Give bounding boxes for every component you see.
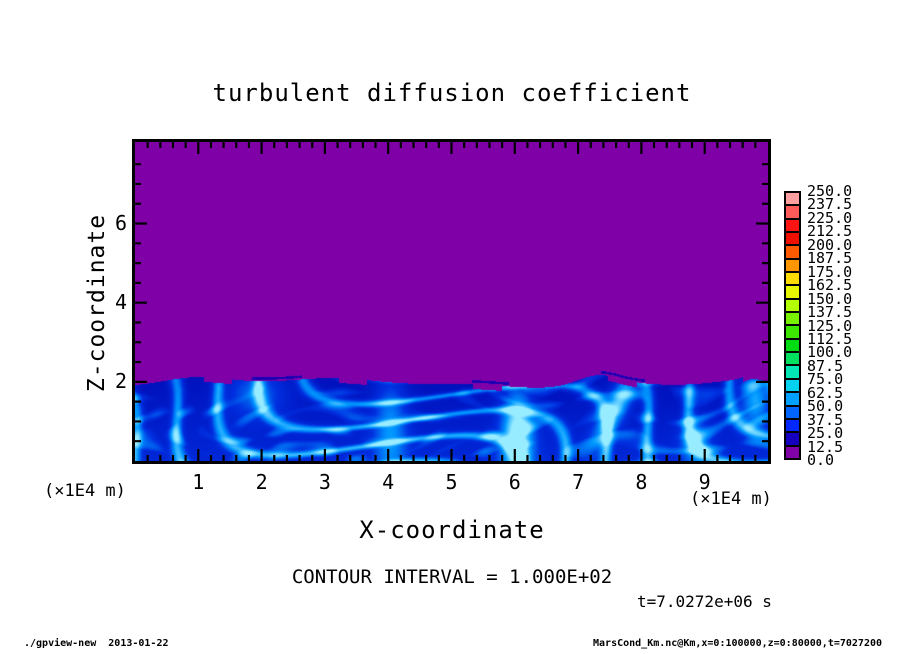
colorbar-cell (786, 393, 799, 407)
colorbar-tick-label: 150.0 (807, 289, 853, 308)
chart-title: turbulent diffusion coefficient (212, 79, 692, 107)
colorbar-tick-label: 37.5 (807, 410, 844, 429)
colorbar-cell (786, 379, 799, 394)
colorbar-tick-label: 137.5 (807, 303, 853, 322)
y-tick-label: 4 (114, 289, 127, 314)
x-axis-label: X-coordinate (359, 516, 545, 544)
colorbar-cell (786, 206, 799, 220)
colorbar-cell (786, 353, 799, 367)
x-tick-label: 4 (382, 470, 395, 494)
x-tick-label: 5 (445, 470, 458, 494)
x-tick-label: 1 (192, 470, 205, 494)
colorbar-cell (786, 313, 799, 327)
colorbar-cell (786, 366, 799, 380)
colorbar-tick-label: 187.5 (807, 249, 853, 268)
x-tick-label: 6 (508, 470, 521, 494)
y-tick-label: 2 (114, 368, 127, 393)
x-tick-label: 9 (698, 470, 711, 494)
y-axis-label: Z-coordinate (84, 213, 110, 393)
colorbar-tick-label: 75.0 (807, 370, 844, 389)
contour-interval-note: CONTOUR INTERVAL = 1.000E+02 (291, 566, 613, 588)
footer-command-stamp: ./gpview-new 2013-01-22 (24, 638, 169, 649)
time-annotation: t=7.0272e+06 s (637, 592, 772, 611)
colorbar-tick-label: 225.0 (807, 208, 853, 227)
colorbar-tick-label: 25.0 (807, 424, 844, 443)
colorbar-tick-label: 162.5 (807, 276, 853, 295)
colorbar-cell (786, 259, 799, 274)
colorbar-tick-label: 250.0 (807, 182, 853, 200)
colorbar-cell (786, 193, 799, 207)
x-tick-label: 2 (255, 470, 268, 494)
colorbar-tick-label: 200.0 (807, 235, 853, 254)
colorbar-cell (786, 286, 799, 300)
colorbar-tick-label: 12.5 (807, 437, 844, 456)
y-tick-label: 6 (114, 210, 127, 235)
colorbar-cell (786, 246, 799, 260)
axis-ticks-overlay (135, 142, 768, 461)
colorbar-cell (786, 233, 799, 247)
colorbar-tick-label: 50.0 (807, 397, 844, 416)
footer-dataset-stamp: MarsCond_Km.nc@Km,x=0:100000,z=0:80000,t… (593, 638, 882, 649)
x-unit-label-left: (×1E4 m) (44, 481, 126, 501)
colorbar-tick-label: 175.0 (807, 262, 853, 281)
colorbar-cell (786, 273, 799, 287)
colorbar-cell (786, 326, 799, 340)
colorbar-tick-label: 125.0 (807, 316, 853, 335)
colorbar-cell (786, 339, 799, 354)
colorbar-cell (786, 419, 799, 434)
colorbar-cell (786, 446, 799, 458)
colorbar-cell (786, 219, 799, 234)
heatmap-canvas (135, 142, 768, 461)
colorbar-tick-label: 212.5 (807, 222, 853, 241)
x-tick-label: 3 (318, 470, 331, 494)
x-tick-label: 8 (635, 470, 648, 494)
colorbar-tick-label: 62.5 (807, 383, 844, 402)
colorbar-tick-label: 0.0 (807, 451, 835, 469)
colorbar-tick-label: 112.5 (807, 329, 853, 348)
colorbar-cell (786, 299, 799, 314)
colorbar-cell (786, 433, 799, 447)
colorbar-cell (786, 406, 799, 420)
colorbar-tick-label: 237.5 (807, 195, 853, 214)
plot-area (132, 139, 771, 464)
x-tick-label: 7 (572, 470, 585, 494)
colorbar-tick-label: 87.5 (807, 356, 844, 375)
x-unit-label-right: (×1E4 m) (690, 489, 772, 509)
colorbar (784, 191, 801, 460)
colorbar-tick-label: 100.0 (807, 343, 853, 362)
colorbar-labels: 250.0 237.5 225.0 212.5 200.0 187.5 175.0 162.5… (807, 182, 877, 469)
